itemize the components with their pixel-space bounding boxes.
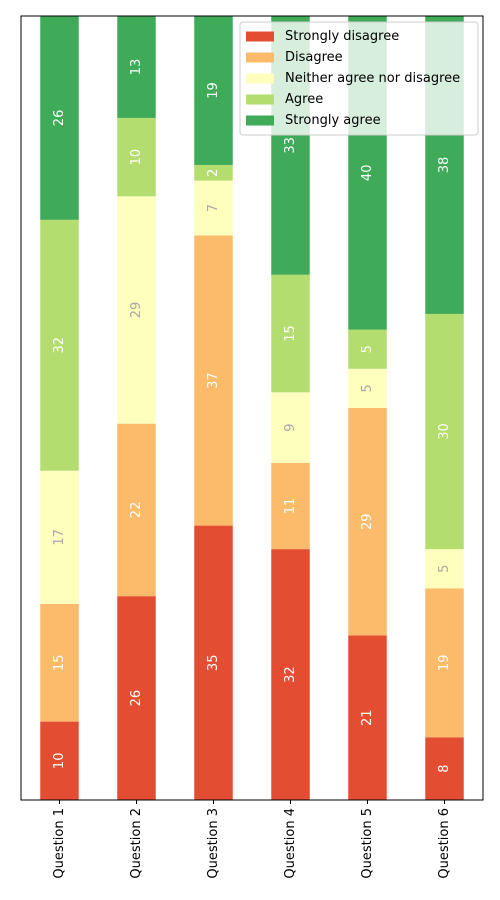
legend-label: Agree bbox=[285, 92, 323, 107]
bar-segment bbox=[271, 274, 310, 393]
legend-label: Disagree bbox=[285, 50, 343, 65]
bars-layer bbox=[40, 16, 464, 800]
bar-segment bbox=[271, 549, 310, 800]
data-label: 38 bbox=[437, 157, 452, 174]
bar-segment bbox=[425, 549, 464, 589]
data-label: 9 bbox=[283, 423, 298, 431]
data-label: 33 bbox=[283, 137, 298, 154]
legend-label: Strongly agree bbox=[285, 113, 381, 128]
bar-segment bbox=[194, 235, 233, 526]
bar-segment bbox=[271, 462, 310, 550]
bar-segment bbox=[117, 596, 156, 800]
data-label: 29 bbox=[129, 302, 144, 319]
bar-segment bbox=[40, 604, 79, 722]
data-label: 37 bbox=[206, 372, 221, 389]
x-tick-label: Question 5 bbox=[360, 808, 375, 879]
data-label: 5 bbox=[360, 345, 375, 353]
bar-segment bbox=[117, 423, 156, 597]
bar-segment bbox=[117, 196, 156, 424]
legend-swatch bbox=[246, 52, 274, 63]
legend-swatch bbox=[246, 73, 274, 84]
legend-swatch bbox=[246, 31, 274, 42]
legend-swatch bbox=[246, 115, 274, 126]
data-label: 5 bbox=[360, 384, 375, 392]
bar-segment bbox=[40, 721, 79, 800]
data-label: 26 bbox=[52, 110, 67, 127]
legend-frame bbox=[239, 21, 479, 136]
bar-segment bbox=[271, 392, 310, 463]
data-label: 11 bbox=[283, 498, 298, 515]
bar-segment bbox=[194, 180, 233, 236]
bar-segment bbox=[194, 16, 233, 165]
data-label: 29 bbox=[360, 513, 375, 530]
x-tick-label: Question 6 bbox=[437, 808, 452, 879]
bar-segment bbox=[40, 470, 79, 604]
bar-segment bbox=[40, 219, 79, 471]
data-label: 32 bbox=[52, 337, 67, 354]
data-label: 8 bbox=[437, 764, 452, 772]
legend: Strongly disagree Disagree Neither agree n… bbox=[239, 21, 479, 136]
bar-segment bbox=[425, 588, 464, 738]
bar-segment bbox=[348, 408, 387, 636]
data-label: 5 bbox=[437, 565, 452, 573]
bar-segment bbox=[40, 16, 79, 220]
data-label: 32 bbox=[283, 666, 298, 683]
x-tick-label: Question 1 bbox=[52, 808, 67, 879]
data-label: 17 bbox=[52, 529, 67, 546]
bar-segment bbox=[117, 16, 156, 118]
bar-segment bbox=[194, 164, 233, 181]
data-label: 13 bbox=[129, 59, 144, 76]
data-label: 35 bbox=[206, 655, 221, 672]
data-label: 15 bbox=[52, 655, 67, 672]
data-label: 30 bbox=[437, 423, 452, 440]
value-labels-layer: 10 15 17 32 26 26 22 29 10 13 35 37 7 2 19 32 11 9 15 33 21 2… bbox=[52, 59, 452, 773]
bar-segment bbox=[348, 368, 387, 408]
data-label: 26 bbox=[129, 690, 144, 707]
legend-label: Neither agree nor disagree bbox=[285, 71, 460, 86]
data-label: 10 bbox=[52, 753, 67, 770]
bar-segment bbox=[194, 525, 233, 800]
data-label: 19 bbox=[437, 655, 452, 672]
data-label: 22 bbox=[129, 502, 144, 519]
bar-segment bbox=[117, 117, 156, 197]
bar-segment bbox=[425, 313, 464, 550]
plot-frame bbox=[20, 15, 484, 801]
bar-segment bbox=[348, 329, 387, 369]
data-label: 10 bbox=[129, 149, 144, 166]
data-label: 2 bbox=[206, 169, 221, 177]
x-tick-label: Question 4 bbox=[283, 808, 298, 879]
data-label: 21 bbox=[360, 709, 375, 726]
x-tick-label: Question 2 bbox=[129, 808, 144, 879]
legend-label: Strongly disagree bbox=[285, 29, 399, 44]
data-label: 40 bbox=[360, 165, 375, 182]
data-label: 15 bbox=[283, 325, 298, 342]
x-axis: Question 1 Question 2 Question 3 Question 4… bbox=[52, 800, 452, 879]
bar-segment bbox=[425, 737, 464, 800]
x-tick-label: Question 3 bbox=[206, 808, 221, 879]
data-label: 19 bbox=[206, 82, 221, 99]
legend-swatch bbox=[246, 94, 274, 105]
data-label: 7 bbox=[206, 204, 221, 212]
bar-segment bbox=[348, 635, 387, 800]
